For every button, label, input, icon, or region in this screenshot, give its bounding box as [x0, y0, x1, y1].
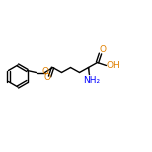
- Text: OH: OH: [107, 60, 120, 69]
- Text: O: O: [41, 67, 48, 76]
- Text: NH₂: NH₂: [83, 76, 100, 85]
- Text: O: O: [100, 45, 107, 55]
- Text: O: O: [43, 74, 50, 83]
- Polygon shape: [88, 67, 90, 75]
